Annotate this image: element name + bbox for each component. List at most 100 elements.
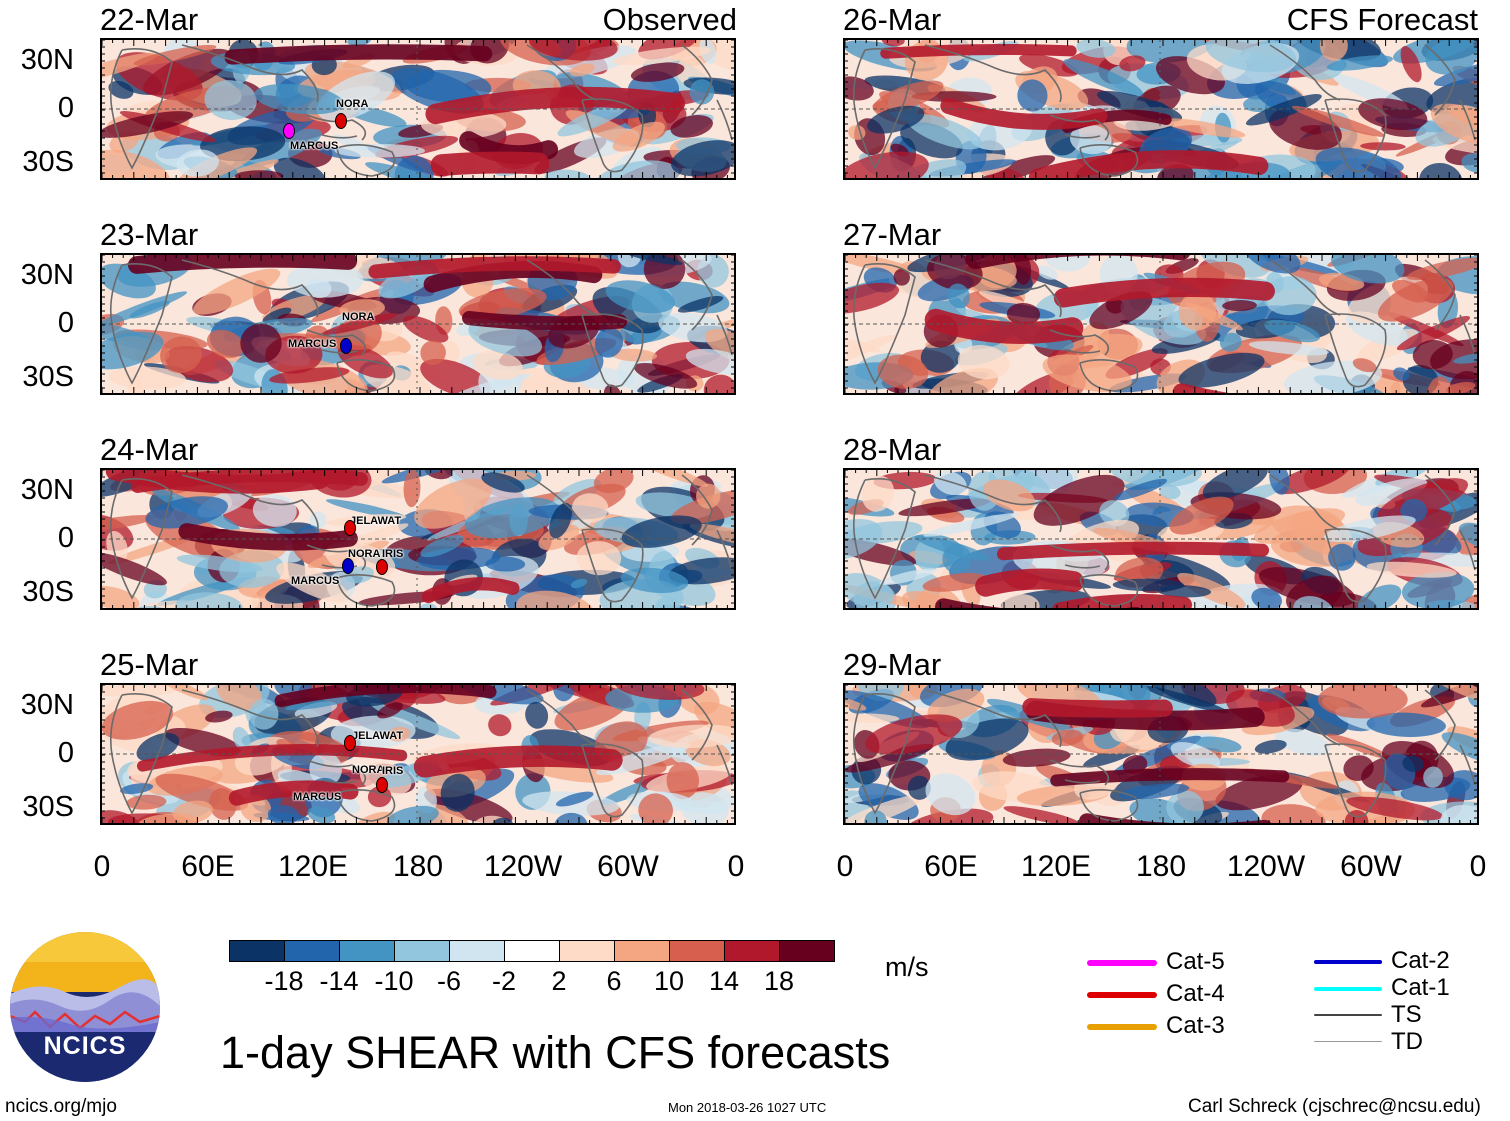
lon-tick-label: 180 xyxy=(392,850,444,883)
shear-field xyxy=(845,40,1477,178)
footer-timestamp: Mon 2018-03-26 1027 UTC xyxy=(668,1100,827,1115)
colorbar-swatch xyxy=(339,940,395,962)
lat-label: 0 xyxy=(57,522,74,554)
shear-map-panel xyxy=(843,468,1479,610)
colorbar-swatch xyxy=(559,940,615,962)
lat-label: 0 xyxy=(57,737,74,769)
storm-track-marker xyxy=(344,735,356,751)
footer-url[interactable]: ncics.org/mjo xyxy=(5,1096,117,1117)
panel-date-label: 26-Mar xyxy=(843,2,942,37)
shear-map-panel xyxy=(100,468,736,610)
lon-tick-label: 0 xyxy=(836,850,854,883)
lon-tick-label: 120E xyxy=(1020,850,1092,883)
storm-track-marker xyxy=(335,113,347,129)
colorbar-tick-label: 2 xyxy=(551,966,567,996)
storm-track-marker xyxy=(344,520,356,536)
main-title: 1-day SHEAR with CFS forecasts xyxy=(220,1027,891,1078)
shear-field xyxy=(102,255,734,393)
legend-line xyxy=(1314,1014,1382,1016)
legend-line xyxy=(1314,987,1382,991)
storm-track-marker xyxy=(342,558,354,574)
shear-map-panel xyxy=(100,683,736,825)
panel-date-label: 28-Mar xyxy=(843,432,942,467)
storm-track-marker xyxy=(340,338,352,354)
legend-line xyxy=(1314,960,1382,964)
colorbar-tick-label: -18 xyxy=(264,966,304,996)
colorbar-tick-label: 10 xyxy=(653,966,685,996)
shear-field xyxy=(102,685,734,823)
storm-track-marker xyxy=(376,777,388,793)
storm-label: NORA xyxy=(352,763,385,776)
panel-date-label: 24-Mar xyxy=(100,432,199,467)
lon-tick-label: 120W xyxy=(483,850,563,883)
ncics-logo: NCICS xyxy=(10,932,160,1082)
colorbar-swatch xyxy=(779,940,835,962)
colorbar-swatch xyxy=(229,940,285,962)
panel-date-label: 23-Mar xyxy=(100,217,199,252)
lat-label: 0 xyxy=(57,92,74,124)
colorbar-swatch xyxy=(614,940,670,962)
colorbar-tick-label: -2 xyxy=(491,966,516,996)
shear-field xyxy=(102,40,734,178)
shear-field xyxy=(845,685,1477,823)
shear-map-panel xyxy=(100,38,736,180)
lat-label: 30S xyxy=(22,576,74,608)
lon-tick-label: 120W xyxy=(1226,850,1306,883)
legend-label: Cat-3 xyxy=(1166,1012,1225,1039)
storm-label: MARCUS xyxy=(293,790,342,803)
logo-text: NCICS xyxy=(43,1032,127,1060)
legend-line xyxy=(1314,1041,1382,1042)
colorbar-tick-label: 6 xyxy=(606,966,622,996)
shear-map-panel xyxy=(100,253,736,395)
colorbar-swatch xyxy=(724,940,780,962)
legend-label: Cat-4 xyxy=(1166,980,1225,1007)
lat-label: 30S xyxy=(22,146,74,178)
storm-track-marker xyxy=(283,123,295,139)
colorbar-tick-label: 14 xyxy=(708,966,740,996)
panel-date-label: 22-Mar xyxy=(100,2,199,37)
storm-label: IRIS xyxy=(382,765,404,778)
colorbar-tick-label: 18 xyxy=(763,966,795,996)
legend-label: TD xyxy=(1391,1028,1423,1055)
legend-label: Cat-5 xyxy=(1166,948,1225,975)
legend-line xyxy=(1087,960,1157,966)
shear-field xyxy=(845,255,1477,393)
shear-map-panel xyxy=(843,253,1479,395)
storm-track-marker xyxy=(376,559,388,575)
legend-label: Cat-1 xyxy=(1391,974,1450,1001)
shear-map-panel xyxy=(843,38,1479,180)
lon-tick-label: 120E xyxy=(277,850,349,883)
storm-label: JELAWAT xyxy=(352,729,404,742)
lon-tick-label: 0 xyxy=(93,850,111,883)
colorbar-swatch xyxy=(504,940,560,962)
colorbar-swatch xyxy=(394,940,450,962)
storm-label: JELAWAT xyxy=(350,514,402,527)
lat-label: 30S xyxy=(22,791,74,823)
shear-map-panel xyxy=(843,683,1479,825)
lon-tick-label: 60W xyxy=(1340,850,1402,883)
shear-field xyxy=(102,470,734,608)
colorbar-swatch xyxy=(284,940,340,962)
storm-label: MARCUS xyxy=(290,140,339,153)
storm-label: NORA xyxy=(336,97,369,110)
lon-tick-label: 0 xyxy=(1469,850,1487,883)
colorbar-unit: m/s xyxy=(885,952,929,982)
lat-label: 0 xyxy=(57,307,74,339)
lon-tick-label: 60E xyxy=(924,850,978,883)
panel-date-label: 29-Mar xyxy=(843,647,942,682)
panel-date-label: 25-Mar xyxy=(100,647,199,682)
lon-tick-label: 0 xyxy=(727,850,745,883)
lat-label: 30N xyxy=(20,474,74,506)
colorbar-tick-label: -14 xyxy=(319,966,359,996)
lat-label: 30N xyxy=(20,689,74,721)
colorbar-swatch xyxy=(669,940,725,962)
footer-author[interactable]: Carl Schreck (cjschrec@ncsu.edu) xyxy=(1188,1096,1481,1117)
forecast-label: CFS Forecast xyxy=(1286,2,1478,37)
colorbar-tick-label: -10 xyxy=(374,966,414,996)
storm-label: NORA xyxy=(348,547,381,560)
observed-label: Observed xyxy=(602,2,737,37)
legend-label: TS xyxy=(1391,1001,1422,1028)
storm-label: NORA xyxy=(342,311,375,324)
lat-label: 30S xyxy=(22,361,74,393)
lat-label: 30N xyxy=(20,44,74,76)
